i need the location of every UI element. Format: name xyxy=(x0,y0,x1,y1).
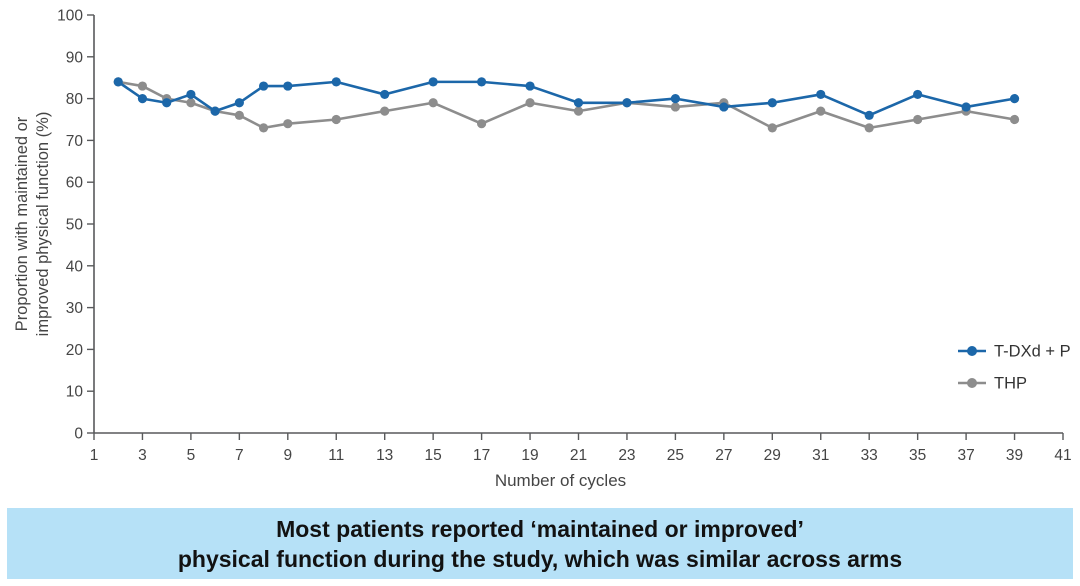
y-tick-label: 100 xyxy=(57,8,83,25)
x-tick-label: 39 xyxy=(1006,447,1023,464)
series-plot xyxy=(113,77,1020,133)
data-point-t-dxd-p xyxy=(162,98,172,108)
x-tick-label: 5 xyxy=(187,447,196,464)
data-point-thp xyxy=(283,119,293,129)
x-tick-label: 15 xyxy=(425,447,442,464)
data-point-thp xyxy=(573,106,584,116)
y-tick-label: 40 xyxy=(66,258,84,275)
x-tick-label: 29 xyxy=(764,447,781,464)
caption-line-1: Most patients reported ‘maintained or im… xyxy=(276,515,804,542)
data-point-thp xyxy=(864,123,874,133)
legend: T-DXd + P THP xyxy=(958,343,1071,393)
legend-marker-t-dxd-p xyxy=(967,346,977,356)
data-point-thp xyxy=(258,123,269,133)
data-point-thp xyxy=(1009,114,1020,125)
data-point-thp xyxy=(767,123,777,133)
x-tick-label: 13 xyxy=(376,447,393,464)
x-tick-label: 37 xyxy=(957,447,974,464)
data-point-t-dxd-p xyxy=(525,81,535,91)
data-point-t-dxd-p xyxy=(670,94,681,104)
data-point-thp xyxy=(331,114,341,125)
x-tick-label: 25 xyxy=(667,447,684,464)
y-tick-label: 80 xyxy=(66,91,84,108)
data-point-t-dxd-p xyxy=(816,89,826,100)
axis-labels: Number of cycles Proportion with maintain… xyxy=(13,112,626,490)
data-point-thp xyxy=(380,106,390,116)
y-tick-label: 20 xyxy=(66,342,84,359)
y-tick-label: 70 xyxy=(66,133,84,150)
y-axis-title-line-2: improved physical function (%) xyxy=(34,112,52,337)
y-tick-label: 50 xyxy=(66,217,84,234)
data-point-thp xyxy=(186,98,196,108)
x-tick-label: 7 xyxy=(235,447,244,464)
x-axis-title: Number of cycles xyxy=(495,471,626,490)
data-point-t-dxd-p xyxy=(719,102,729,112)
x-tick-label: 1 xyxy=(90,447,99,464)
data-point-t-dxd-p xyxy=(961,102,971,112)
y-tick-label: 60 xyxy=(66,175,84,192)
x-tick-label: 35 xyxy=(909,447,926,464)
data-point-t-dxd-p xyxy=(234,98,244,108)
legend-label-t-dxd-p: T-DXd + P xyxy=(994,343,1071,361)
x-tick-label: 27 xyxy=(715,447,732,464)
data-point-t-dxd-p xyxy=(331,77,341,87)
x-tick-label: 11 xyxy=(328,447,344,464)
series-line-thp xyxy=(118,80,1015,130)
y-tick-label: 0 xyxy=(74,426,83,443)
y-tick-label: 10 xyxy=(66,384,84,401)
caption-line-2: physical function during the study, whic… xyxy=(177,545,903,572)
data-point-t-dxd-p xyxy=(913,89,923,100)
data-point-thp xyxy=(913,114,923,125)
legend-label-thp: THP xyxy=(994,375,1027,393)
data-point-t-dxd-p xyxy=(428,77,438,87)
y-tick-label: 90 xyxy=(66,49,84,66)
data-point-t-dxd-p xyxy=(283,81,293,91)
x-tick-label: 23 xyxy=(618,447,635,464)
caption-box: Most patients reported ‘maintained or im… xyxy=(7,508,1073,579)
x-tick-label: 9 xyxy=(283,447,292,464)
x-tick-label: 21 xyxy=(570,447,587,464)
data-point-thp xyxy=(428,98,438,108)
data-point-t-dxd-p xyxy=(380,89,390,100)
data-point-t-dxd-p xyxy=(113,77,123,87)
data-point-t-dxd-p xyxy=(573,98,584,108)
data-point-thp xyxy=(525,98,535,108)
legend-marker-thp xyxy=(967,378,977,388)
data-point-t-dxd-p xyxy=(622,98,632,108)
data-point-t-dxd-p xyxy=(767,98,777,108)
x-tick-label: 3 xyxy=(138,447,147,464)
x-tick-label: 33 xyxy=(861,447,878,464)
data-point-thp xyxy=(477,119,487,129)
data-point-thp xyxy=(670,102,681,112)
chart-area: 0 10 20 30 40 50 60 70 80 90 100 1 3 5 7 9 11 13 15 17 19 21 2… xyxy=(13,8,1072,491)
data-point-thp xyxy=(137,81,148,91)
data-point-t-dxd-p xyxy=(137,94,148,104)
x-tick-label: 31 xyxy=(812,447,829,464)
data-point-t-dxd-p xyxy=(864,110,874,120)
x-tick-label: 41 xyxy=(1054,447,1071,464)
x-tick-label: 17 xyxy=(473,447,490,464)
data-point-thp xyxy=(234,110,244,120)
y-axis-title-line-1: Proportion with maintained or xyxy=(13,116,31,331)
data-point-t-dxd-p xyxy=(477,77,487,87)
data-point-t-dxd-p xyxy=(210,106,220,116)
data-point-t-dxd-p xyxy=(186,89,196,100)
y-tick-label: 30 xyxy=(66,300,84,317)
data-point-thp xyxy=(816,106,826,116)
data-point-t-dxd-p xyxy=(258,81,269,91)
x-tick-label: 19 xyxy=(521,447,538,464)
data-point-t-dxd-p xyxy=(1009,94,1020,104)
